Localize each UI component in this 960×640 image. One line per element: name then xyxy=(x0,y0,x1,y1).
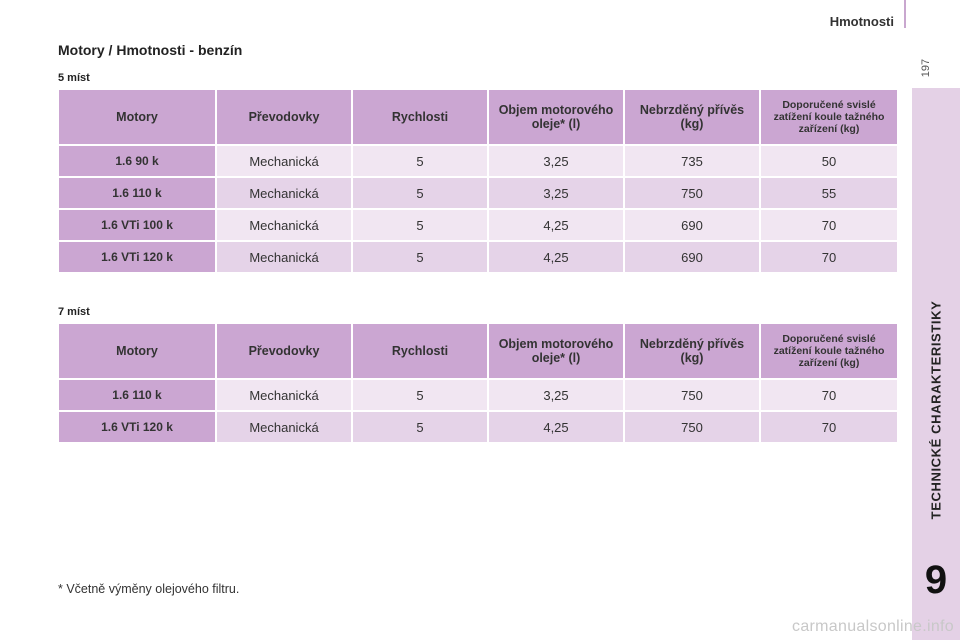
footnote: * Včetně výměny olejového filtru. xyxy=(58,582,240,596)
table-5-label: 5 míst xyxy=(58,72,90,84)
column-header-speeds: Rychlosti xyxy=(353,90,487,144)
table-row: 1.6 VTi 120 k Mechanická 5 4,25 750 70 xyxy=(59,412,897,442)
column-header-gearbox: Převodovky xyxy=(217,90,351,144)
section-title: Hmotnosti xyxy=(829,14,894,29)
table-7-label: 7 míst xyxy=(58,306,90,318)
chapter-label: TECHNICKÉ CHARAKTERISTIKY xyxy=(928,300,944,520)
column-header-unbraked-trailer: Nebrzděný přívěs (kg) xyxy=(625,324,759,378)
engine-cell: 1.6 VTi 120 k xyxy=(59,412,215,442)
oil-volume-cell: 3,25 xyxy=(489,380,623,410)
chapter-sidebar xyxy=(912,88,960,640)
table-row: 1.6 110 k Mechanická 5 3,25 750 55 xyxy=(59,178,897,208)
unbraked-trailer-cell: 750 xyxy=(625,412,759,442)
page-number: 197 xyxy=(920,58,932,78)
engine-cell: 1.6 110 k xyxy=(59,380,215,410)
column-header-engine: Motory xyxy=(59,90,215,144)
column-header-oil-volume: Objem motorového oleje* (l) xyxy=(489,90,623,144)
gearbox-cell: Mechanická xyxy=(217,178,351,208)
towball-load-cell: 70 xyxy=(761,412,897,442)
gearbox-cell: Mechanická xyxy=(217,210,351,240)
towball-load-cell: 70 xyxy=(761,242,897,272)
column-header-unbraked-trailer: Nebrzděný přívěs (kg) xyxy=(625,90,759,144)
watermark: carmanualsonline.info xyxy=(792,618,954,635)
speeds-cell: 5 xyxy=(353,146,487,176)
speeds-cell: 5 xyxy=(353,242,487,272)
oil-volume-cell: 3,25 xyxy=(489,178,623,208)
oil-volume-cell: 3,25 xyxy=(489,146,623,176)
unbraked-trailer-cell: 690 xyxy=(625,210,759,240)
oil-volume-cell: 4,25 xyxy=(489,210,623,240)
column-header-engine: Motory xyxy=(59,324,215,378)
engine-cell: 1.6 110 k xyxy=(59,178,215,208)
unbraked-trailer-cell: 735 xyxy=(625,146,759,176)
engine-cell: 1.6 VTi 120 k xyxy=(59,242,215,272)
speeds-cell: 5 xyxy=(353,412,487,442)
unbraked-trailer-cell: 690 xyxy=(625,242,759,272)
speeds-cell: 5 xyxy=(353,210,487,240)
column-header-towball-load: Doporučené svislé zatížení koule tažného… xyxy=(761,324,897,378)
gearbox-cell: Mechanická xyxy=(217,242,351,272)
engine-cell: 1.6 VTi 100 k xyxy=(59,210,215,240)
table-row: 1.6 90 k Mechanická 5 3,25 735 50 xyxy=(59,146,897,176)
column-header-gearbox: Převodovky xyxy=(217,324,351,378)
speeds-cell: 5 xyxy=(353,178,487,208)
speeds-cell: 5 xyxy=(353,380,487,410)
table-row: 1.6 110 k Mechanická 5 3,25 750 70 xyxy=(59,380,897,410)
table-5-seats: Motory Převodovky Rychlosti Objem motoro… xyxy=(57,88,899,274)
table-row: 1.6 VTi 100 k Mechanická 5 4,25 690 70 xyxy=(59,210,897,240)
towball-load-cell: 55 xyxy=(761,178,897,208)
table-header-row: Motory Převodovky Rychlosti Objem motoro… xyxy=(59,324,897,378)
header-divider xyxy=(904,0,906,28)
gearbox-cell: Mechanická xyxy=(217,146,351,176)
column-header-oil-volume: Objem motorového oleje* (l) xyxy=(489,324,623,378)
column-header-speeds: Rychlosti xyxy=(353,324,487,378)
oil-volume-cell: 4,25 xyxy=(489,412,623,442)
gearbox-cell: Mechanická xyxy=(217,380,351,410)
gearbox-cell: Mechanická xyxy=(217,412,351,442)
towball-load-cell: 70 xyxy=(761,210,897,240)
table-7-seats: Motory Převodovky Rychlosti Objem motoro… xyxy=(57,322,899,444)
table-header-row: Motory Převodovky Rychlosti Objem motoro… xyxy=(59,90,897,144)
column-header-towball-load: Doporučené svislé zatížení koule tažného… xyxy=(761,90,897,144)
table-row: 1.6 VTi 120 k Mechanická 5 4,25 690 70 xyxy=(59,242,897,272)
engine-cell: 1.6 90 k xyxy=(59,146,215,176)
page-title: Motory / Hmotnosti - benzín xyxy=(58,42,243,58)
oil-volume-cell: 4,25 xyxy=(489,242,623,272)
chapter-number: 9 xyxy=(924,558,948,602)
unbraked-trailer-cell: 750 xyxy=(625,380,759,410)
towball-load-cell: 50 xyxy=(761,146,897,176)
unbraked-trailer-cell: 750 xyxy=(625,178,759,208)
towball-load-cell: 70 xyxy=(761,380,897,410)
